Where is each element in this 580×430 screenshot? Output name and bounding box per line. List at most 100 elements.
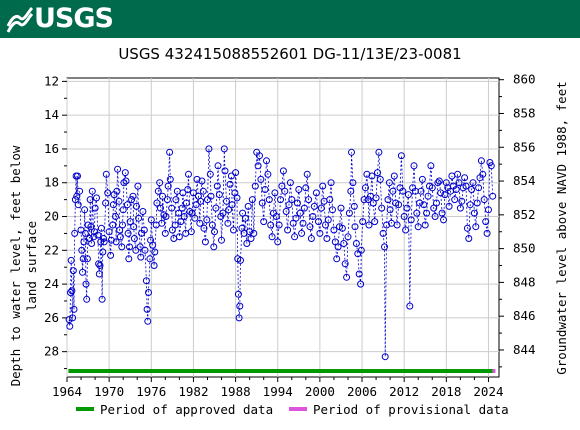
x-tick-label: 2024	[473, 384, 503, 399]
data-point	[95, 270, 103, 278]
data-point	[156, 179, 164, 187]
y-right-tick-label: 860	[513, 72, 536, 87]
data-point	[428, 184, 436, 192]
data-point	[67, 256, 75, 264]
data-point	[414, 223, 422, 231]
data-point	[121, 169, 129, 177]
data-point	[327, 179, 335, 187]
data-point	[315, 218, 322, 226]
provisional-period-bar	[492, 369, 496, 373]
data-point	[340, 240, 348, 247]
y-right-tick-label: 854	[513, 173, 536, 188]
data-point	[120, 179, 128, 187]
x-tick-label: 2000	[305, 384, 335, 399]
data-point	[395, 201, 403, 209]
data-point	[421, 221, 429, 229]
data-point	[149, 241, 157, 249]
data-point	[390, 172, 398, 180]
data-point	[219, 209, 227, 217]
data-point	[393, 221, 401, 229]
data-point	[282, 208, 290, 215]
data-point	[144, 317, 152, 325]
data-point	[234, 290, 242, 298]
data-point	[87, 223, 95, 231]
data-point	[268, 233, 276, 241]
data-point	[228, 201, 236, 209]
data-point	[258, 199, 266, 207]
data-point	[187, 228, 195, 236]
data-point	[208, 221, 216, 229]
data-point	[95, 260, 103, 268]
data-point	[312, 189, 320, 197]
data-point	[197, 197, 204, 205]
data-point	[352, 240, 360, 247]
data-point	[225, 206, 233, 214]
data-point	[201, 238, 209, 246]
data-point	[330, 226, 338, 234]
data-point	[86, 196, 94, 204]
x-axis-ticks: 1964 1970 1976 1982 1988 1994 2000 2006 2012 2018…	[52, 377, 504, 399]
data-point	[218, 236, 225, 244]
data-point	[177, 218, 185, 226]
x-tick-label: 1988	[221, 384, 251, 399]
data-point	[135, 214, 143, 222]
data-point	[324, 216, 332, 224]
data-point	[112, 238, 120, 246]
data-point	[145, 289, 152, 296]
data-point	[125, 255, 133, 263]
data-point	[123, 201, 131, 209]
data-point	[98, 295, 106, 303]
data-point	[210, 243, 218, 251]
data-point	[109, 221, 117, 229]
data-point	[105, 228, 113, 236]
data-point	[192, 201, 200, 209]
data-point	[74, 172, 81, 180]
data-point	[437, 189, 445, 197]
x-tick-label: 1994	[263, 384, 293, 399]
data-point	[151, 248, 159, 256]
data-point	[227, 172, 235, 180]
data-point	[71, 229, 79, 237]
data-point	[440, 216, 447, 224]
y-left-tick-label: 28	[44, 344, 59, 359]
data-point	[175, 209, 183, 217]
data-point	[477, 157, 485, 165]
data-point	[293, 199, 301, 207]
data-point	[81, 229, 89, 237]
x-tick-label: 2006	[347, 384, 377, 399]
data-point	[130, 235, 138, 242]
data-point	[166, 175, 174, 183]
data-point	[431, 213, 439, 220]
data-point	[93, 194, 100, 202]
data-point	[69, 314, 77, 322]
data-point	[288, 196, 296, 204]
data-point	[345, 209, 353, 217]
data-point	[97, 224, 105, 232]
data-point	[248, 196, 256, 204]
data-point	[200, 224, 208, 232]
data-point	[128, 196, 136, 204]
data-point	[100, 235, 107, 242]
data-point	[168, 204, 176, 212]
data-point	[100, 238, 108, 246]
x-tick-label: 2012	[389, 384, 419, 399]
data-point	[142, 277, 150, 285]
data-point	[475, 184, 483, 192]
data-point	[264, 170, 272, 178]
data-point	[344, 233, 352, 241]
data-point	[372, 194, 380, 202]
data-point	[161, 229, 169, 237]
data-point	[298, 229, 306, 237]
data-point	[441, 191, 449, 199]
x-tick-label: 2018	[431, 384, 461, 399]
data-point	[104, 189, 112, 197]
data-point	[292, 214, 300, 222]
data-point	[326, 196, 334, 204]
data-point	[78, 246, 86, 254]
data-point	[114, 165, 122, 173]
data-point	[383, 221, 391, 229]
data-point	[74, 201, 82, 209]
data-point	[237, 256, 244, 264]
data-point	[178, 204, 186, 212]
data-point	[350, 202, 358, 210]
